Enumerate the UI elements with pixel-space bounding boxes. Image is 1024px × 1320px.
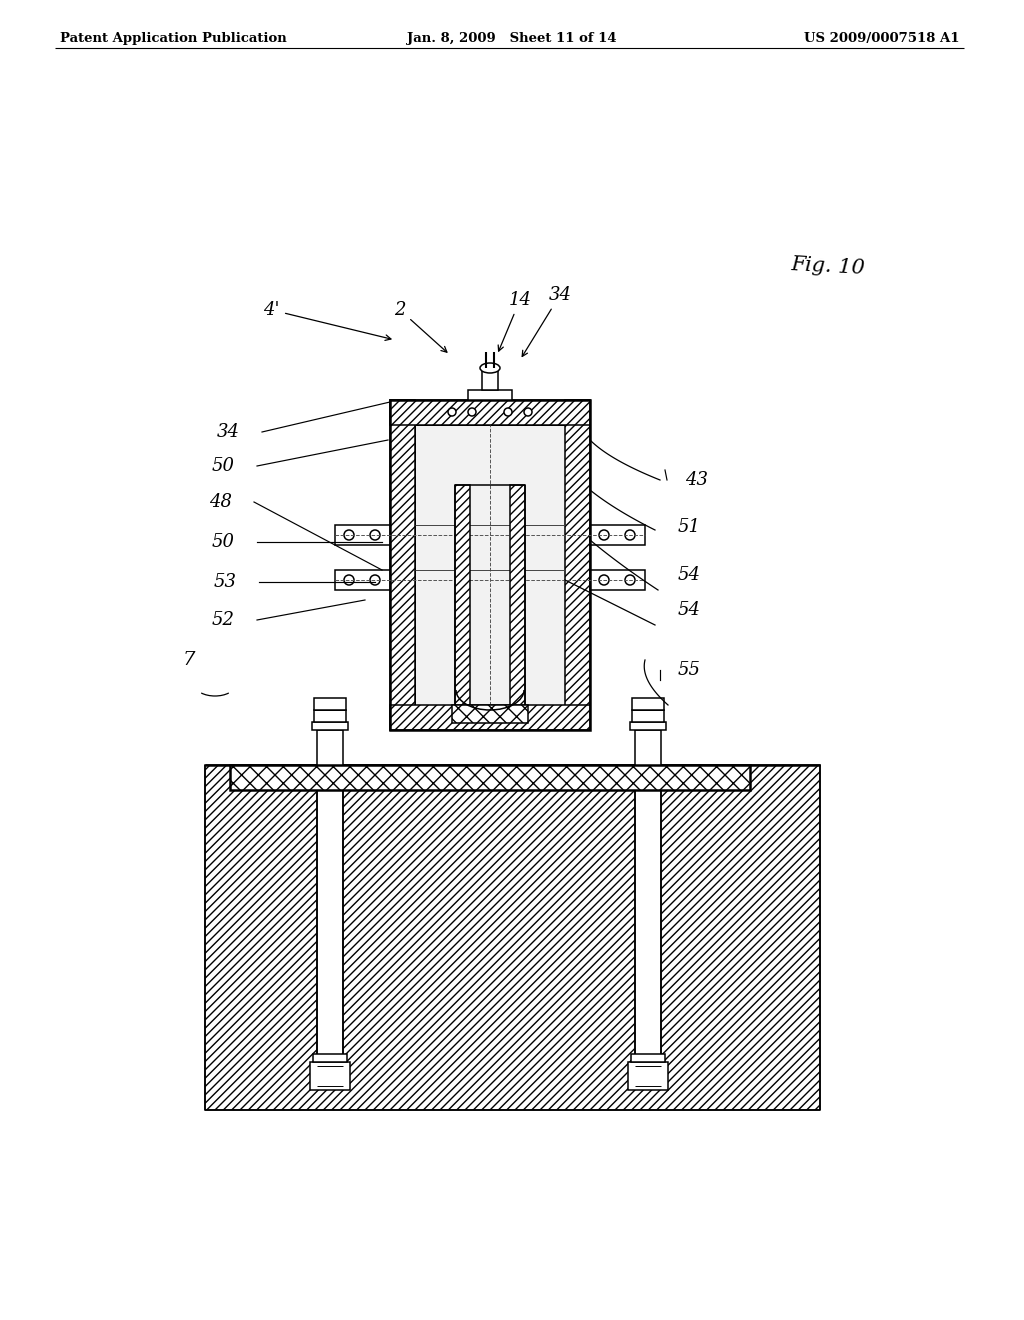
Text: 43: 43 xyxy=(685,471,708,488)
Bar xyxy=(205,766,820,1110)
Bar xyxy=(565,400,590,730)
Bar xyxy=(312,722,348,730)
Text: 14: 14 xyxy=(499,290,531,351)
Bar xyxy=(632,698,664,710)
Bar xyxy=(314,710,346,722)
Bar xyxy=(313,1053,347,1063)
Text: 2: 2 xyxy=(394,301,446,352)
Text: Jan. 8, 2009   Sheet 11 of 14: Jan. 8, 2009 Sheet 11 of 14 xyxy=(408,32,616,45)
Bar xyxy=(314,698,346,710)
Bar xyxy=(628,1063,668,1090)
Bar xyxy=(482,368,498,389)
Text: 7: 7 xyxy=(182,651,195,669)
Bar xyxy=(205,766,820,1110)
Text: 54: 54 xyxy=(678,601,701,619)
Bar xyxy=(510,484,525,705)
Text: 4': 4' xyxy=(263,301,391,341)
Ellipse shape xyxy=(524,408,532,416)
Text: 52: 52 xyxy=(212,611,234,630)
Text: US 2009/0007518 A1: US 2009/0007518 A1 xyxy=(805,32,961,45)
Bar xyxy=(317,730,343,766)
Bar xyxy=(390,400,415,730)
Text: 51: 51 xyxy=(678,517,701,536)
Bar xyxy=(230,766,750,789)
Bar xyxy=(455,484,470,705)
Ellipse shape xyxy=(599,576,609,585)
Ellipse shape xyxy=(504,408,512,416)
Bar xyxy=(335,525,390,545)
Text: 50: 50 xyxy=(212,457,234,475)
Text: 48: 48 xyxy=(209,492,232,511)
Ellipse shape xyxy=(599,531,609,540)
Bar xyxy=(390,400,590,425)
Ellipse shape xyxy=(449,408,456,416)
Ellipse shape xyxy=(625,531,635,540)
Ellipse shape xyxy=(370,576,380,585)
Ellipse shape xyxy=(625,576,635,585)
Text: 34: 34 xyxy=(522,286,571,356)
Bar xyxy=(310,1063,350,1090)
Text: 53: 53 xyxy=(214,573,237,591)
Text: Fig. 10: Fig. 10 xyxy=(790,255,865,277)
Bar xyxy=(335,570,390,590)
Bar xyxy=(390,705,590,730)
Bar xyxy=(635,730,662,766)
Bar xyxy=(468,389,512,400)
Bar xyxy=(635,766,662,1060)
Ellipse shape xyxy=(344,576,354,585)
Bar xyxy=(390,400,590,730)
Text: Patent Application Publication: Patent Application Publication xyxy=(60,32,287,45)
Text: 34: 34 xyxy=(217,422,240,441)
Bar xyxy=(452,705,528,723)
Bar xyxy=(415,425,565,705)
Bar xyxy=(630,722,666,730)
Bar xyxy=(632,710,664,722)
Ellipse shape xyxy=(480,363,500,374)
Bar xyxy=(631,1053,665,1063)
Bar xyxy=(590,525,645,545)
Ellipse shape xyxy=(370,531,380,540)
Bar xyxy=(590,570,645,590)
Ellipse shape xyxy=(344,531,354,540)
Text: 55: 55 xyxy=(678,661,701,678)
Text: 50: 50 xyxy=(212,533,234,550)
Bar xyxy=(317,766,343,1060)
Text: 54: 54 xyxy=(678,566,701,583)
Ellipse shape xyxy=(468,408,476,416)
